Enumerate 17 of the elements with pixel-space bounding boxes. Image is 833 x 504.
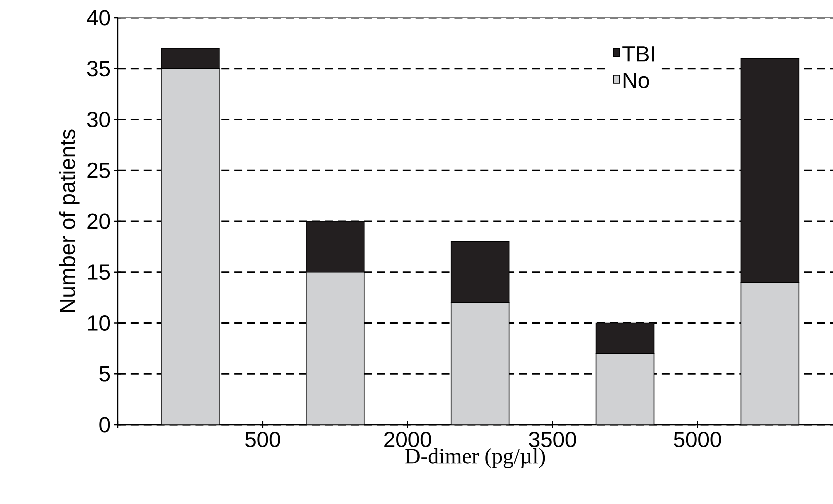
x-tick-label: 5000	[674, 432, 722, 448]
y-tick-label: 5	[100, 366, 110, 382]
x-axis-title: D-dimer (pg/µl)	[406, 448, 546, 468]
x-tick-label: 2000	[384, 432, 432, 448]
y-tick-label: 20	[88, 214, 110, 230]
x-tick-label: 3500	[529, 432, 576, 448]
y-tick-label: 10	[88, 315, 110, 332]
y-tick-label: 0	[100, 417, 110, 433]
y-tick-label: 25	[88, 162, 110, 178]
legend-label: No	[624, 73, 650, 88]
x-tick-label: 500	[246, 432, 280, 448]
y-axis-title: Number of patients	[59, 130, 80, 312]
y-tick-label: 15	[88, 264, 110, 280]
y-tick-label: 40	[87, 10, 110, 26]
y-tick-label: 30	[87, 112, 110, 128]
legend-label: TBI	[622, 46, 654, 62]
y-tick-label: 35	[87, 61, 110, 77]
